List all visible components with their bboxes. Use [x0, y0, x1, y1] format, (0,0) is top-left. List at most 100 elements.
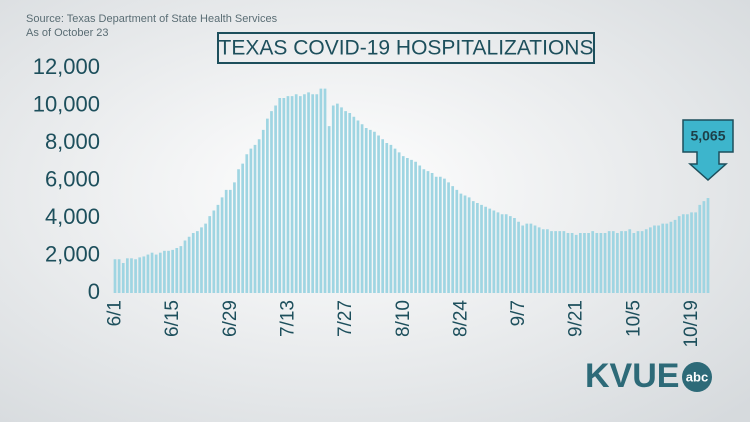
y-tick-label: 10,000 — [33, 91, 100, 116]
bar — [117, 259, 121, 293]
bar — [653, 225, 656, 293]
bar — [406, 158, 409, 293]
bar — [706, 198, 710, 293]
bar — [414, 161, 417, 293]
bar — [546, 229, 549, 293]
bar — [550, 231, 553, 293]
bar — [138, 257, 142, 293]
x-tick-label: 7/27 — [335, 300, 356, 337]
bar — [224, 189, 228, 293]
bar — [492, 210, 496, 293]
bar — [558, 231, 562, 293]
bar — [496, 212, 500, 293]
bar — [521, 225, 525, 293]
bar — [228, 189, 232, 293]
bar — [476, 203, 479, 293]
bar — [583, 233, 586, 293]
bar — [451, 186, 455, 293]
bar — [467, 197, 471, 293]
bar — [389, 144, 393, 293]
bar — [282, 98, 286, 293]
chart-title: TEXAS COVID-19 HOSPITALIZATIONS — [219, 37, 594, 60]
bar — [307, 92, 310, 293]
bar — [566, 233, 570, 293]
bar — [266, 118, 269, 293]
bar — [438, 176, 442, 293]
bar — [113, 259, 117, 293]
value-label: 5,065 — [690, 128, 725, 144]
bar — [488, 208, 492, 293]
bar — [315, 94, 319, 293]
bar — [179, 246, 183, 293]
title-box — [217, 32, 595, 64]
y-tick-label: 4,000 — [45, 204, 100, 229]
bar — [261, 129, 265, 293]
bar — [385, 143, 389, 293]
bar — [167, 250, 170, 293]
bar — [640, 231, 644, 293]
bar — [286, 96, 290, 293]
bar — [298, 96, 302, 293]
bar — [669, 221, 673, 293]
bar — [200, 227, 203, 293]
callout-box — [682, 119, 734, 182]
bar — [331, 105, 335, 293]
bar — [673, 219, 677, 293]
bar — [344, 111, 347, 293]
bar — [661, 223, 665, 293]
bar — [644, 229, 648, 293]
bar — [126, 258, 129, 293]
bar — [134, 259, 137, 293]
plot: 0 2,000 4,000 6,000 8,000 10,000 12,000 6/1 6/15… — [33, 54, 734, 348]
logo: KVUE — [585, 357, 679, 395]
y-tick-label: 6,000 — [45, 166, 100, 191]
bar — [480, 204, 483, 293]
x-tick-label: 9/7 — [508, 300, 529, 326]
x-tick-label: 9/21 — [566, 300, 587, 337]
bar — [191, 233, 195, 293]
bar — [607, 231, 611, 293]
y-tick-label: 2,000 — [45, 241, 100, 266]
x-tick-label: 10/5 — [623, 300, 644, 337]
bar — [517, 221, 520, 293]
bar — [175, 248, 179, 293]
bar — [274, 105, 277, 293]
bar — [591, 231, 595, 293]
bar — [508, 216, 512, 293]
bar — [381, 139, 385, 293]
bar — [340, 107, 343, 293]
bar — [196, 231, 199, 293]
bar — [158, 252, 162, 293]
bar — [208, 216, 212, 293]
bar — [130, 258, 133, 293]
bar — [336, 103, 339, 293]
bar — [537, 227, 541, 293]
bar — [212, 210, 216, 293]
bar — [694, 212, 697, 293]
bar — [319, 88, 323, 293]
x-tick-label: 8/10 — [393, 300, 414, 337]
bar — [348, 113, 352, 293]
bar — [278, 98, 282, 293]
bar — [154, 254, 158, 293]
bar — [356, 120, 360, 293]
bar — [595, 233, 599, 293]
bar — [624, 231, 627, 293]
bar — [529, 223, 533, 293]
bar — [463, 195, 467, 293]
bar — [352, 116, 356, 293]
bar — [270, 111, 273, 293]
bar — [648, 227, 652, 293]
bar — [150, 252, 154, 293]
bar — [484, 206, 487, 293]
x-tick-label: 8/24 — [450, 300, 471, 337]
bar — [121, 263, 125, 293]
bar — [426, 171, 430, 293]
bar — [220, 197, 224, 293]
x-tick-label: 6/15 — [162, 300, 183, 337]
bar — [471, 201, 475, 293]
bar — [628, 229, 632, 293]
logo-badge: abc — [686, 369, 708, 384]
bar — [171, 249, 175, 293]
bar — [422, 169, 426, 293]
